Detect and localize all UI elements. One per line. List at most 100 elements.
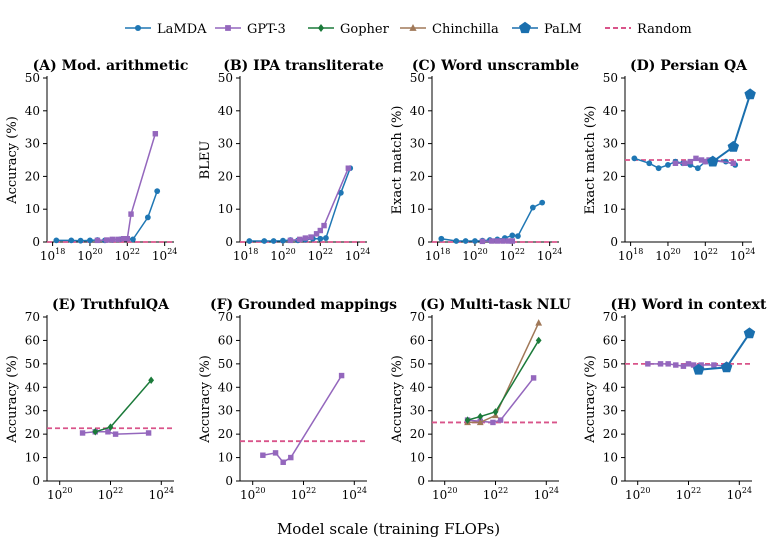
data-point-gpt3 <box>489 238 495 244</box>
y-tick-label: 20 <box>603 169 618 183</box>
data-point-lamda <box>87 237 93 244</box>
legend-marker-palm <box>519 21 531 34</box>
y-tick-label: 30 <box>218 137 233 151</box>
y-tick-label: 40 <box>218 380 233 394</box>
data-point-gpt3 <box>109 236 116 243</box>
series-line-gpt3 <box>97 133 157 242</box>
data-point-gopher <box>477 412 484 421</box>
data-point-lamda <box>53 237 60 244</box>
data-point-lamda <box>515 233 521 239</box>
data-point-gpt3 <box>693 155 699 162</box>
x-tick-label: 1024 <box>537 247 562 263</box>
data-point-gpt3 <box>94 237 101 244</box>
data-point-gpt3 <box>308 234 314 240</box>
series-line-gopher <box>467 340 540 421</box>
x-tick-label: 1022 <box>500 247 525 263</box>
y-tick-label: 10 <box>410 202 425 216</box>
data-point-palm <box>743 327 756 339</box>
y-axis-label: Accuracy (%) <box>583 355 598 444</box>
x-tick-label: 1024 <box>342 486 367 502</box>
y-tick-label: 30 <box>603 137 618 151</box>
data-point-gpt3 <box>112 431 119 437</box>
series-palm <box>692 327 756 375</box>
y-tick-label: 40 <box>25 104 40 118</box>
y-tick-label: 20 <box>410 169 425 183</box>
data-point-gpt3 <box>280 459 286 465</box>
y-tick-label: 0 <box>225 235 233 249</box>
data-point-gopher <box>492 408 499 416</box>
y-tick-label: 10 <box>25 202 40 216</box>
data-point-gpt3 <box>698 362 704 368</box>
y-tick-label: 30 <box>218 404 233 418</box>
y-tick-label: 40 <box>603 104 618 118</box>
data-point-gpt3 <box>105 429 111 435</box>
data-point-lamda <box>337 189 344 196</box>
y-tick-label: 70 <box>410 310 425 324</box>
data-point-gpt3 <box>490 419 496 426</box>
data-point-lamda <box>694 165 701 172</box>
y-tick-label: 0 <box>225 474 233 488</box>
data-point-gpt3 <box>685 361 692 367</box>
series-line-lamda <box>56 190 158 242</box>
data-point-lamda <box>280 237 286 244</box>
x-tick-label: 1022 <box>676 486 701 502</box>
data-point-lamda <box>144 214 151 221</box>
legend-item-palm: PaLM <box>512 21 582 37</box>
legend: LaMDA GPT-3 Gopher Chinchilla PaLM Random <box>120 16 720 40</box>
data-point-gpt3 <box>680 363 687 369</box>
data-point-gpt3 <box>509 238 516 244</box>
x-tick-label: 1024 <box>345 247 370 263</box>
data-point-lamda <box>246 238 253 244</box>
data-point-lamda <box>472 238 478 244</box>
x-tick-label: 1022 <box>308 247 333 263</box>
panel-title: (D) Persian QA <box>630 58 748 74</box>
series-line-gpt3 <box>262 375 343 464</box>
x-tick-label: 1020 <box>625 486 650 502</box>
y-tick-label: 50 <box>410 71 425 85</box>
x-tick-label: 1018 <box>425 247 450 263</box>
y-tick-label: 0 <box>417 474 425 488</box>
legend-label-gpt3: GPT-3 <box>247 22 286 37</box>
data-point-gpt3 <box>682 160 688 166</box>
y-tick-label: 60 <box>410 333 425 347</box>
data-point-gpt3 <box>288 454 294 461</box>
x-tick-label: 1022 <box>98 486 123 502</box>
x-tick-label: 1024 <box>534 486 559 502</box>
y-tick-label: 20 <box>410 427 425 441</box>
y-axis-label: Accuracy (%) <box>5 116 20 205</box>
y-tick-label: 40 <box>410 104 425 118</box>
data-point-gpt3 <box>260 452 266 458</box>
y-tick-label: 0 <box>610 235 618 249</box>
y-axis-label: Exact match (%) <box>390 106 405 215</box>
data-point-gpt3 <box>297 236 303 243</box>
y-tick-label: 10 <box>603 451 618 465</box>
legend-graphic: LaMDA GPT-3 Gopher Chinchilla PaLM Random <box>125 21 692 37</box>
y-tick-label: 30 <box>603 404 618 418</box>
data-point-gopher <box>107 423 114 431</box>
x-tick-label: 1020 <box>655 247 680 263</box>
series-gpt3 <box>479 238 516 245</box>
x-tick-label: 1024 <box>152 247 177 263</box>
y-axis-label: BLEU <box>198 141 213 180</box>
data-point-lamda <box>655 165 662 172</box>
y-tick-label: 20 <box>25 427 40 441</box>
data-point-gpt3 <box>104 237 110 243</box>
data-point-lamda <box>529 204 536 211</box>
legend-label-palm: PaLM <box>544 22 582 37</box>
series-chinchilla <box>464 319 543 426</box>
x-tick-label: 1020 <box>240 486 265 502</box>
data-point-lamda <box>646 160 653 167</box>
panel-title: (A) Mod. arithmetic <box>33 58 189 74</box>
x-tick-label: 1024 <box>149 486 174 502</box>
series-line-lamda <box>249 167 351 242</box>
data-point-gpt3 <box>530 375 537 381</box>
y-axis-label: Accuracy (%) <box>5 355 20 444</box>
panel-title: (H) Word in context <box>611 297 767 313</box>
data-point-palm <box>707 155 719 167</box>
series-line-lamda <box>441 201 543 242</box>
y-axis-label: Accuracy (%) <box>198 355 213 444</box>
data-point-gpt3 <box>302 235 309 241</box>
